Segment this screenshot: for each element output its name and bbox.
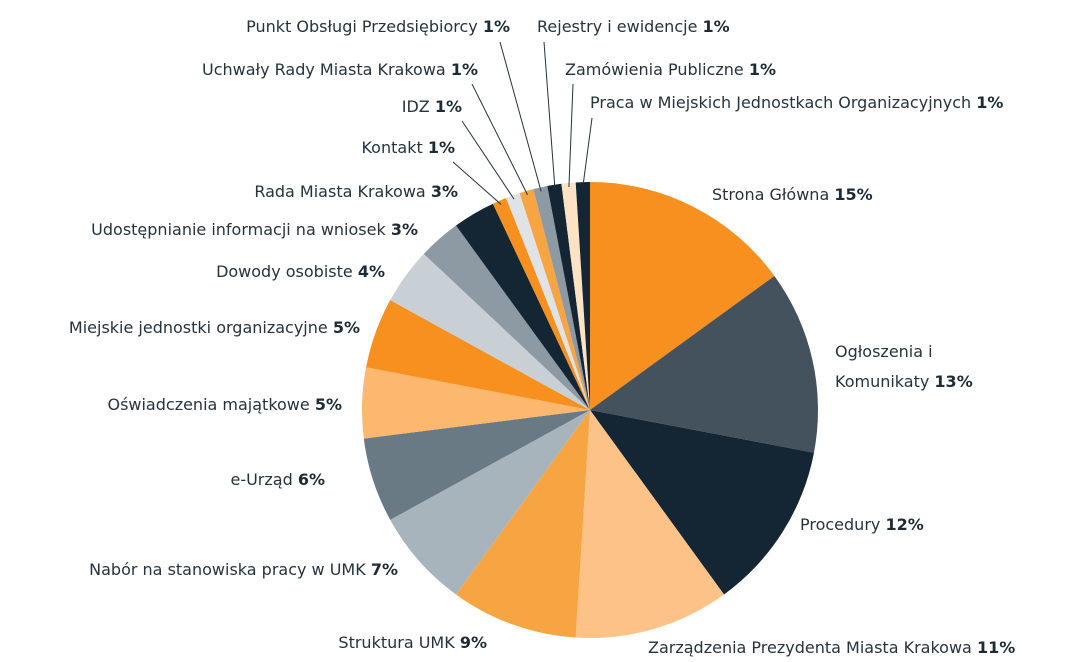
category-name: Ogłoszenia i Komunikaty — [835, 342, 933, 391]
percent-label: 1% — [434, 97, 462, 116]
pie-slice — [366, 300, 590, 410]
pie-slice — [590, 410, 814, 595]
category-name: Zamówienia Publiczne — [565, 60, 744, 79]
category-name: Oświadczenia majątkowe — [107, 395, 310, 414]
percent-label: 1% — [748, 60, 776, 79]
category-name: e-Urząd — [230, 470, 293, 489]
pie-slice — [533, 186, 590, 410]
pie-slice — [362, 367, 590, 439]
leader-line — [452, 161, 502, 205]
percent-label: 6% — [297, 470, 325, 489]
percent-label: 3% — [430, 182, 458, 201]
category-name: Udostępnianie informacji na wniosek — [91, 220, 386, 239]
category-name: Dowody osobiste — [216, 262, 353, 281]
category-name: Zarządzenia Prezydenta Miasta Krakowa — [648, 638, 972, 657]
category-name: Miejskie jednostki organizacyjne — [68, 318, 328, 337]
percent-label: 5% — [314, 395, 342, 414]
percent-label: 4% — [357, 262, 385, 281]
slice-label: Miejskie jednostki organizacyjne 5% — [69, 313, 360, 343]
leader-line — [543, 41, 556, 189]
percent-label: 7% — [370, 560, 398, 579]
category-name: Punkt Obsługi Przedsiębiorcy — [246, 17, 478, 36]
slice-label: Kontakt 1% — [361, 133, 455, 163]
pie-slice — [423, 225, 590, 410]
slice-label: Punkt Obsługi Przedsiębiorcy 1% — [246, 12, 510, 42]
category-name: Rada Miasta Krakowa — [254, 182, 426, 201]
pie-slice — [519, 189, 590, 410]
percent-label: 5% — [332, 318, 360, 337]
slice-label: Udostępnianie informacji na wniosek 3% — [91, 215, 418, 245]
slice-label: Nabór na stanowiska pracy w UMK 7% — [89, 555, 398, 585]
slice-label: Procedury 12% — [800, 510, 924, 540]
pie-slice — [590, 275, 818, 453]
category-name: Struktura UMK — [338, 633, 455, 652]
leader-line — [461, 120, 515, 200]
slice-label: Dowody osobiste 4% — [216, 257, 385, 287]
percent-label: 11% — [976, 638, 1016, 657]
slice-label: Rada Miasta Krakowa 3% — [254, 177, 458, 207]
pie-slice — [492, 198, 590, 410]
category-name: Procedury — [800, 515, 881, 534]
percent-label: 1% — [427, 138, 455, 157]
slice-label: Rejestry i ewidencje 1% — [537, 12, 730, 42]
leader-line — [471, 83, 528, 196]
category-name: Strona Główna — [712, 185, 830, 204]
category-name: Nabór na stanowiska pracy w UMK — [89, 560, 366, 579]
pie-slice — [561, 182, 590, 410]
slice-label: Praca w Miejskich Jednostkach Organizacy… — [590, 88, 1003, 118]
slice-label: Struktura UMK 9% — [338, 628, 487, 658]
percent-label: 3% — [390, 220, 418, 239]
slice-label: Ogłoszenia i Komunikaty 13% — [835, 337, 985, 397]
slice-label: Uchwały Rady Miasta Krakowa 1% — [202, 55, 478, 85]
leader-line — [499, 41, 542, 192]
pie-slice — [506, 193, 590, 410]
slice-label: Zamówienia Publiczne 1% — [565, 55, 776, 85]
category-name: Rejestry i ewidencje — [537, 17, 698, 36]
pie-slice — [390, 410, 590, 595]
slice-label: Strona Główna 15% — [712, 180, 873, 210]
slice-label: Zarządzenia Prezydenta Miasta Krakowa 11… — [648, 633, 1015, 662]
pie-slice — [547, 183, 590, 410]
slice-label: Oświadczenia majątkowe 5% — [107, 390, 342, 420]
slice-label: e-Urząd 6% — [230, 465, 325, 495]
pie-slice — [455, 203, 590, 410]
pie-slice — [390, 253, 590, 410]
pie-slice — [575, 182, 590, 410]
pie-slice — [590, 182, 775, 410]
percent-label: 9% — [459, 633, 487, 652]
pie-slice — [455, 410, 590, 638]
percent-label: 1% — [702, 17, 730, 36]
leader-line — [582, 117, 593, 187]
slice-label: IDZ 1% — [402, 92, 462, 122]
leader-line — [568, 83, 574, 188]
percent-label: 15% — [834, 185, 873, 204]
percent-label: 1% — [482, 17, 510, 36]
category-name: Uchwały Rady Miasta Krakowa — [202, 60, 446, 79]
percent-label: 12% — [885, 515, 924, 534]
category-name: Kontakt — [361, 138, 423, 157]
percent-label: 1% — [450, 60, 478, 79]
percent-label: 1% — [976, 93, 1004, 112]
category-name: Praca w Miejskich Jednostkach Organizacy… — [590, 93, 972, 112]
pie-slice — [363, 410, 590, 520]
pie-slice — [575, 410, 725, 638]
percent-label: 13% — [934, 372, 973, 391]
category-name: IDZ — [401, 97, 430, 116]
